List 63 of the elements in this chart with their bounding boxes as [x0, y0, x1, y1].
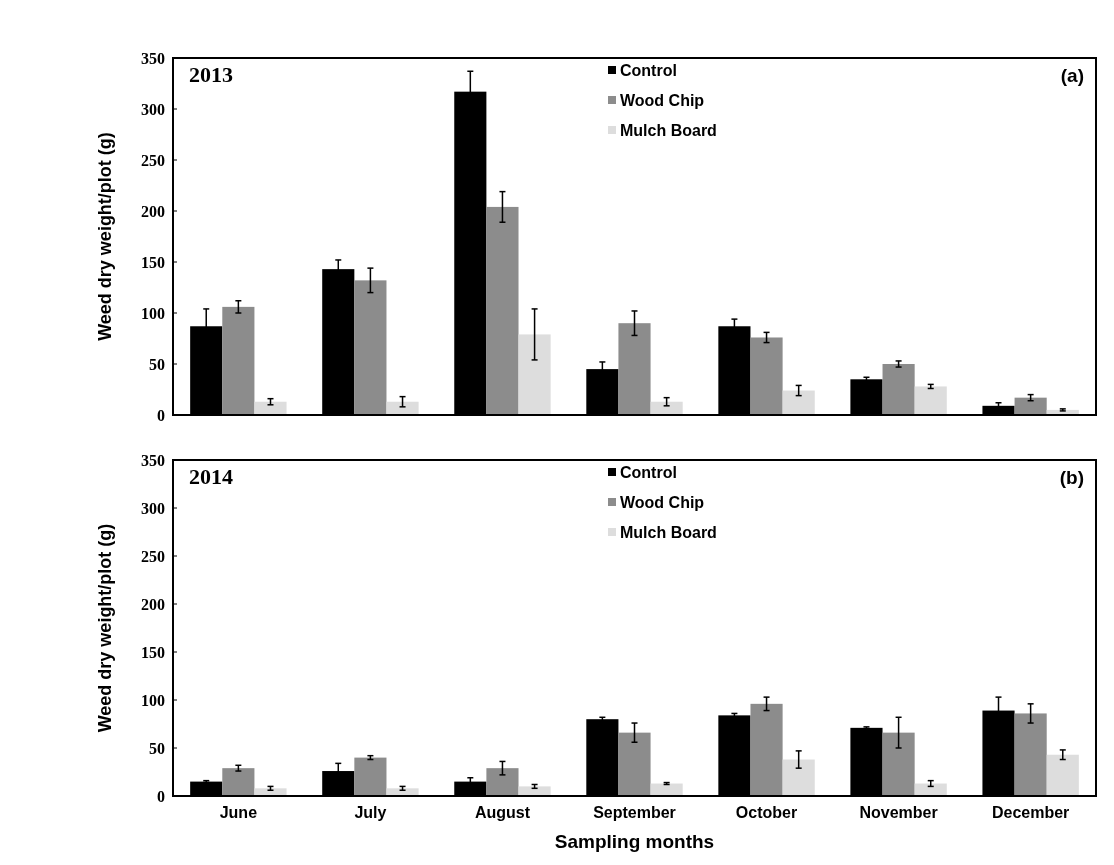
bar — [782, 759, 815, 796]
y-tick-label: 50 — [149, 739, 165, 757]
x-axis-title: Sampling months — [554, 831, 715, 852]
y-tick-label: 350 — [141, 49, 165, 67]
y-tick-label: 0 — [157, 406, 165, 424]
y-tick-label: 150 — [141, 643, 165, 661]
bar — [782, 390, 815, 415]
y-tick-label: 150 — [141, 253, 165, 271]
y-tick-label: 300 — [141, 100, 165, 118]
y-tick-label: 250 — [141, 151, 165, 169]
x-tick-label: September — [593, 804, 676, 821]
bar — [518, 334, 551, 415]
x-tick-label: November — [859, 804, 938, 821]
bar — [914, 386, 947, 415]
bar — [254, 401, 287, 415]
legend-label: Control — [620, 62, 677, 79]
y-tick-label: 250 — [141, 547, 165, 565]
x-tick-label: July — [354, 804, 387, 821]
bar — [486, 206, 519, 415]
y-tick-label: 100 — [141, 691, 165, 709]
legend-label: Wood Chip — [620, 494, 705, 511]
bar — [222, 768, 255, 796]
annotation: (a) — [1060, 65, 1084, 86]
bar — [650, 783, 683, 796]
y-axis-title: Weed dry weight/plot (g) — [95, 132, 115, 341]
chart-title: 2013 — [189, 62, 233, 87]
bar — [618, 732, 651, 796]
bar — [386, 788, 419, 796]
y-axis-title: Weed dry weight/plot (g) — [95, 523, 115, 733]
bar — [914, 783, 947, 796]
legend-label: Mulch Board — [620, 122, 717, 139]
legend-label: Mulch Board — [620, 524, 717, 541]
bar — [386, 401, 419, 415]
y-tick-label: 350 — [141, 451, 165, 469]
annotation: (b) — [1059, 467, 1084, 488]
bar — [618, 323, 651, 415]
bar — [882, 364, 915, 415]
bar — [1014, 713, 1047, 796]
y-tick-label: 300 — [141, 499, 165, 517]
bar — [1046, 754, 1079, 796]
bar — [222, 306, 255, 415]
bar — [882, 732, 915, 796]
y-tick-label: 100 — [141, 304, 165, 322]
bar — [354, 280, 387, 415]
bar — [650, 401, 683, 415]
x-tick-label: June — [219, 804, 258, 821]
bar — [254, 788, 287, 796]
y-tick-label: 200 — [141, 202, 165, 220]
y-tick-label: 200 — [141, 595, 165, 613]
y-tick-label: 50 — [149, 355, 165, 373]
bar — [1014, 397, 1047, 415]
x-tick-label: October — [735, 804, 798, 821]
legend-label: Control — [620, 464, 677, 481]
bar — [518, 786, 551, 796]
bar — [750, 337, 783, 415]
legend-label: Wood Chip — [620, 92, 705, 109]
y-tick-label: 0 — [157, 787, 165, 805]
bar — [750, 703, 783, 796]
chart-title: 2014 — [189, 464, 233, 489]
bar — [354, 757, 387, 796]
x-tick-label: August — [474, 804, 531, 821]
x-tick-label: December — [991, 804, 1070, 821]
bar — [486, 768, 519, 796]
